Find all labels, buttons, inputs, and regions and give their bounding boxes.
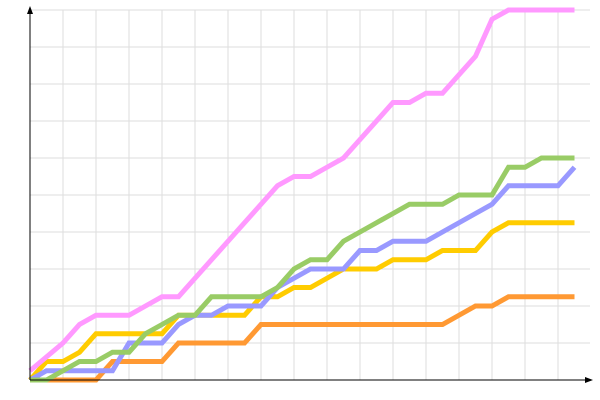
series-line-4 [30, 155, 575, 383]
series-group [28, 7, 577, 383]
y-axis-arrow [27, 6, 33, 14]
series-line-3 [28, 165, 577, 383]
axes [27, 6, 593, 383]
x-axis-arrow [585, 377, 593, 383]
series-line-2 [28, 220, 575, 382]
series-line-5 [28, 7, 575, 373]
